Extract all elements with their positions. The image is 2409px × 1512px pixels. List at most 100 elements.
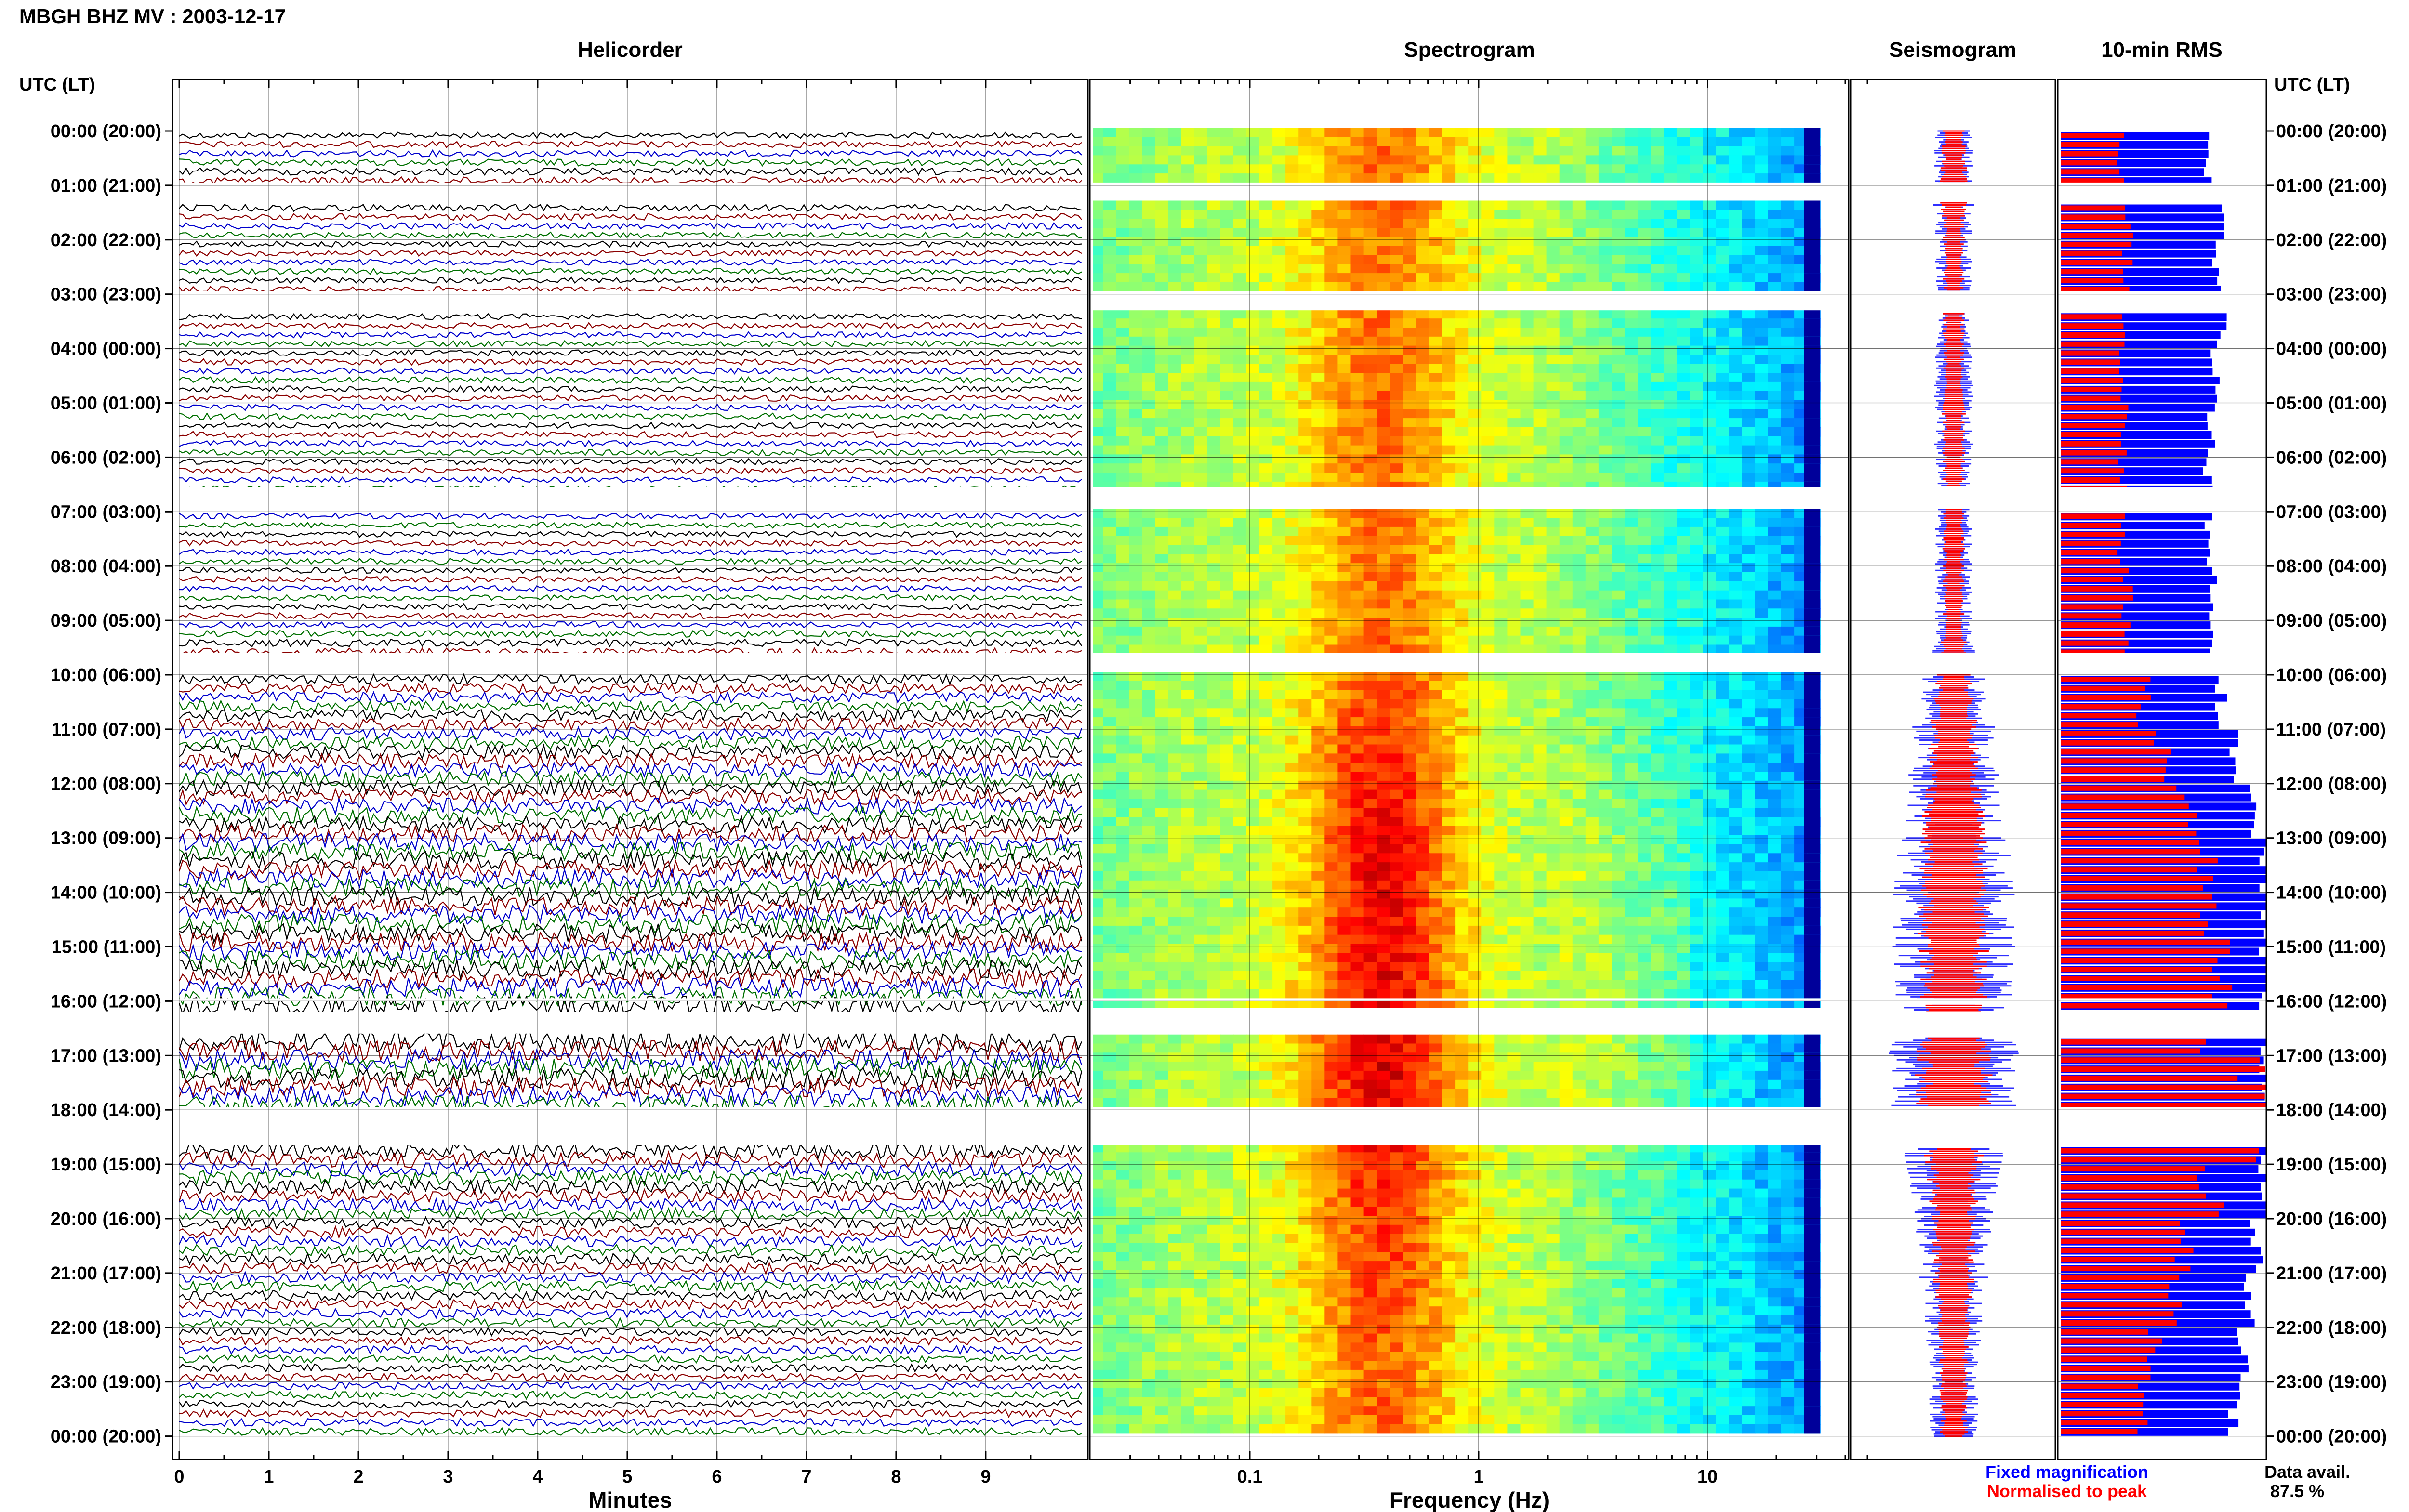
spectrogram-cell [1429,173,1443,183]
spectrogram-cell [1168,635,1182,645]
spectrogram-cell [1116,518,1130,527]
spectrogram-cell [1416,173,1430,183]
spectrogram-cell [1259,264,1273,274]
spectrogram-cell [1442,381,1456,392]
spectrogram-cell [1298,400,1312,410]
spectrogram-cell [1494,744,1508,754]
spectrogram-cell [1429,345,1443,355]
spectrogram-cell [1455,246,1469,256]
spectrogram-cell [1677,255,1691,264]
spectrogram-cell [1598,228,1612,237]
spectrogram-cell [1625,418,1638,428]
spectrogram-cell [1093,381,1103,392]
spectrogram-cell [1804,273,1820,283]
spectrogram-cell [1350,173,1364,183]
spectrogram-cell [1638,690,1652,700]
spectrogram-cell [1804,817,1820,827]
spectrogram-cell [1742,780,1756,790]
spectrogram-cell [1507,454,1521,464]
spectrogram-cell [1572,789,1586,800]
spectrogram-cell [1103,545,1116,555]
spectrogram-cell [1494,328,1508,337]
spectrogram-cell [1429,355,1443,364]
spectrogram-cell [1350,971,1364,981]
spectrogram-cell [1742,526,1756,537]
spectrogram-cell [1298,526,1312,537]
spectrogram-cell [1690,772,1704,781]
spectrogram-cell [1804,536,1820,546]
spectrogram-cell [1690,391,1704,401]
spectrogram-cell [1664,246,1678,256]
spectrogram-cell [1194,128,1208,138]
helicorder-trace [178,1029,1083,1053]
spectrogram-cell [1220,681,1234,691]
spectrogram-cell [1520,219,1534,228]
spectrogram-cell [1559,445,1573,455]
spectrogram-cell [1350,763,1364,772]
spectrogram-cell [1246,336,1260,346]
spectrogram-cell [1363,780,1377,790]
spectrogram-cell [1207,581,1221,591]
spectrogram-cell [1455,889,1469,899]
spectrogram-cell [1507,608,1521,618]
spectrogram-cell [1716,445,1730,455]
spectrogram-cell [1781,345,1795,355]
spectrogram-cell [1494,409,1508,419]
spectrogram-cell [1612,817,1625,827]
spectrogram-cell [1520,436,1534,446]
spectrogram-cell [1716,608,1730,618]
spectrogram-cell [1429,772,1443,781]
spectrogram-cell [1442,318,1456,328]
spectrogram-cell [1142,473,1156,482]
spectrogram-cell [1804,445,1820,455]
spectrogram-cell [1598,635,1612,645]
spectrogram-cell [1494,391,1508,401]
spectrogram-cell [1311,862,1325,872]
spectrogram-cell [1468,518,1482,527]
spectrogram-cell [1572,554,1586,564]
spectrogram-cell [1507,826,1521,836]
spectrogram-cell [1181,173,1195,183]
spectrogram-cell [1363,200,1377,210]
spectrogram-cell [1442,917,1456,926]
spectrogram-cell [1664,264,1678,274]
spectrogram-cell [1093,672,1103,682]
spectrogram-cell [1677,681,1691,691]
spectrogram-cell [1546,318,1560,328]
spectrogram-cell [1233,545,1247,555]
spectrogram-cell [1612,599,1625,609]
spectrogram-cell [1181,817,1195,827]
spectrogram-cell [1168,128,1182,138]
spectrogram-cell [1298,844,1312,854]
spectrogram-cell [1625,917,1638,926]
spectrogram-cell [1429,219,1443,228]
spectrogram-cell [1129,799,1143,808]
spectrogram-cell [1233,336,1247,346]
spectrogram-cell [1324,282,1338,292]
spectrogram-cell [1546,644,1560,655]
spectrogram-cell [1638,699,1652,709]
spectrogram-cell [1390,817,1403,827]
spectrogram-cell [1416,273,1430,283]
spectrogram-cell [1494,925,1508,935]
spectrogram-cell [1572,635,1586,645]
spectrogram-cell [1690,717,1704,727]
spectrogram-cell [1103,409,1116,419]
spectrogram-cell [1572,355,1586,364]
spectrogram-cell [1103,835,1116,845]
spectrogram-cell [1559,173,1573,183]
spectrogram-cell [1129,817,1143,827]
spectrogram-cell [1233,273,1247,283]
spectrogram-cell [1625,808,1638,817]
spectrogram-cell [1585,917,1599,926]
spectrogram-cell [1677,934,1691,945]
spectrogram-cell [1625,200,1638,210]
spectrogram-cell [1804,690,1820,700]
spectrogram-cell [1272,681,1286,691]
spectrogram-cell [1559,862,1573,872]
spectrogram-cell [1416,463,1430,473]
spectrogram-cell [1337,735,1351,745]
spectrogram-cell [1377,328,1390,337]
spectrogram-cell [1168,210,1182,219]
spectrogram-cell [1690,526,1704,537]
